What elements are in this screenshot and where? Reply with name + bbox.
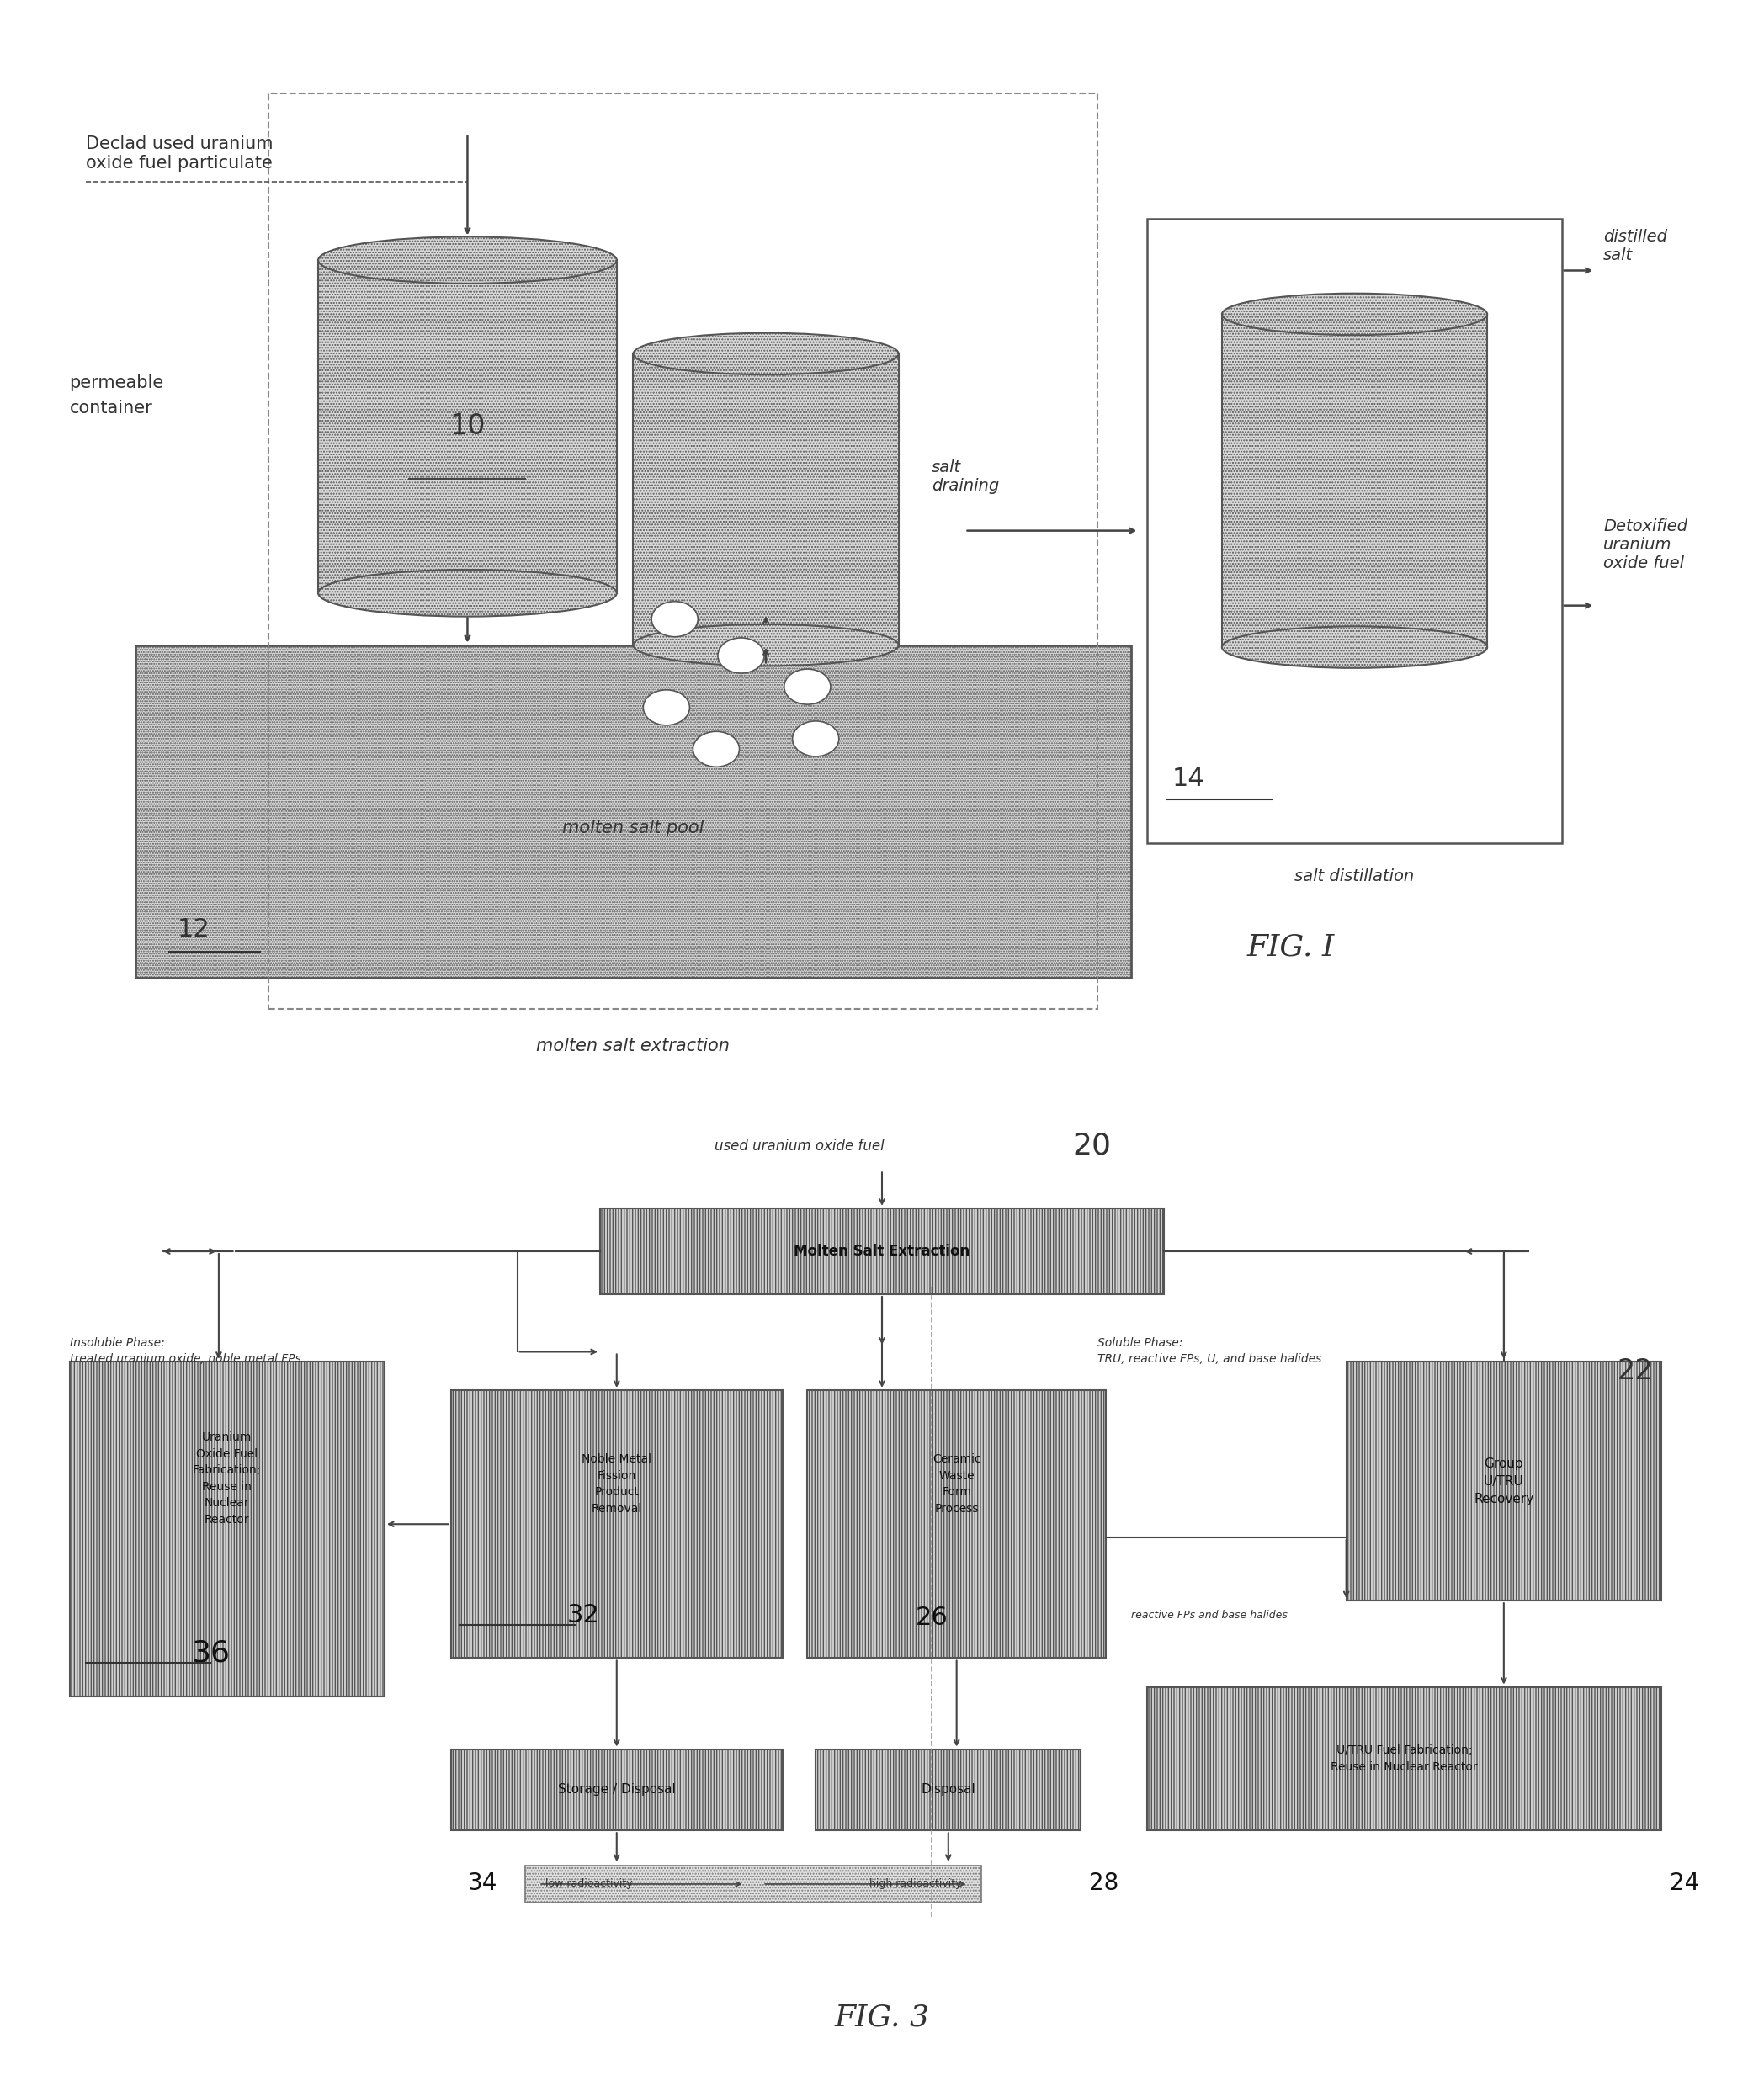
Text: 12: 12: [176, 918, 210, 941]
Text: Soluble Phase:
TRU, reactive FPs, U, and base halides: Soluble Phase: TRU, reactive FPs, U, and…: [1097, 1338, 1321, 1365]
Bar: [1147, 219, 1561, 843]
Text: Molten Salt Extraction: Molten Salt Extraction: [794, 1244, 970, 1259]
Text: molten salt pool: molten salt pool: [563, 820, 704, 837]
Text: Declad used uranium
oxide fuel particulate: Declad used uranium oxide fuel particula…: [86, 135, 273, 171]
Text: 34: 34: [467, 1871, 497, 1896]
Ellipse shape: [633, 624, 898, 666]
Bar: [136, 645, 1131, 978]
Text: 36: 36: [191, 1640, 229, 1667]
Bar: [1346, 1361, 1662, 1600]
Ellipse shape: [318, 237, 617, 283]
Bar: [1147, 1688, 1662, 1831]
Bar: [526, 1867, 981, 1902]
Text: Noble Metal
Fission
Product
Removal: Noble Metal Fission Product Removal: [582, 1453, 651, 1515]
Text: 22: 22: [1618, 1357, 1653, 1384]
Text: Storage / Disposal: Storage / Disposal: [557, 1783, 676, 1796]
Text: Disposal: Disposal: [921, 1783, 975, 1796]
Text: salt distillation: salt distillation: [1295, 870, 1415, 884]
Text: Group
U/TRU
Recovery: Group U/TRU Recovery: [1475, 1457, 1533, 1505]
Text: salt
draining: salt draining: [931, 460, 998, 495]
Ellipse shape: [651, 601, 699, 637]
Bar: [1222, 314, 1487, 647]
Text: used uranium oxide fuel: used uranium oxide fuel: [714, 1138, 884, 1153]
Text: 14: 14: [1171, 766, 1205, 791]
Text: 26: 26: [916, 1607, 947, 1629]
Text: Uranium
Oxide Fuel
Fabrication;
Reuse in
Nuclear
Reactor: Uranium Oxide Fuel Fabrication; Reuse in…: [192, 1432, 261, 1525]
Bar: [600, 1209, 1164, 1294]
Bar: [452, 1390, 783, 1659]
Text: 32: 32: [568, 1602, 600, 1627]
Bar: [452, 1748, 783, 1831]
Ellipse shape: [785, 670, 831, 705]
Text: molten salt extraction: molten salt extraction: [536, 1036, 730, 1055]
Ellipse shape: [693, 733, 739, 768]
Ellipse shape: [318, 570, 617, 616]
Text: 20: 20: [1073, 1132, 1111, 1161]
Text: high radioactivity: high radioactivity: [870, 1879, 961, 1890]
Text: distilled
salt: distilled salt: [1603, 229, 1667, 264]
Text: FIG. I: FIG. I: [1247, 932, 1335, 961]
Text: Insoluble Phase:
treated uranium oxide, noble metal FPs: Insoluble Phase: treated uranium oxide, …: [69, 1338, 302, 1365]
Text: U/TRU Fuel Fabrication;
Reuse in Nuclear Reactor: U/TRU Fuel Fabrication; Reuse in Nuclear…: [1330, 1744, 1478, 1773]
Bar: [318, 260, 617, 593]
Ellipse shape: [718, 637, 764, 674]
Bar: [633, 354, 898, 645]
Ellipse shape: [644, 691, 690, 726]
Ellipse shape: [1222, 293, 1487, 335]
Ellipse shape: [1222, 626, 1487, 668]
Text: FIG. 3: FIG. 3: [834, 2002, 930, 2031]
Text: reactive FPs and base halides: reactive FPs and base halides: [1131, 1609, 1288, 1621]
Text: Ceramic
Waste
Form
Process: Ceramic Waste Form Process: [933, 1453, 981, 1515]
Text: permeable
container: permeable container: [69, 375, 164, 416]
Ellipse shape: [633, 333, 898, 375]
Ellipse shape: [792, 722, 840, 757]
Bar: [268, 94, 1097, 1009]
Text: 28: 28: [1088, 1871, 1118, 1896]
Text: 10: 10: [450, 412, 485, 441]
Text: Detoxified
uranium
oxide fuel: Detoxified uranium oxide fuel: [1603, 518, 1688, 570]
Text: 24: 24: [1669, 1871, 1699, 1896]
Bar: [808, 1390, 1106, 1659]
Text: low radioactivity: low radioactivity: [545, 1879, 633, 1890]
Bar: [69, 1361, 385, 1696]
Bar: [815, 1748, 1081, 1831]
